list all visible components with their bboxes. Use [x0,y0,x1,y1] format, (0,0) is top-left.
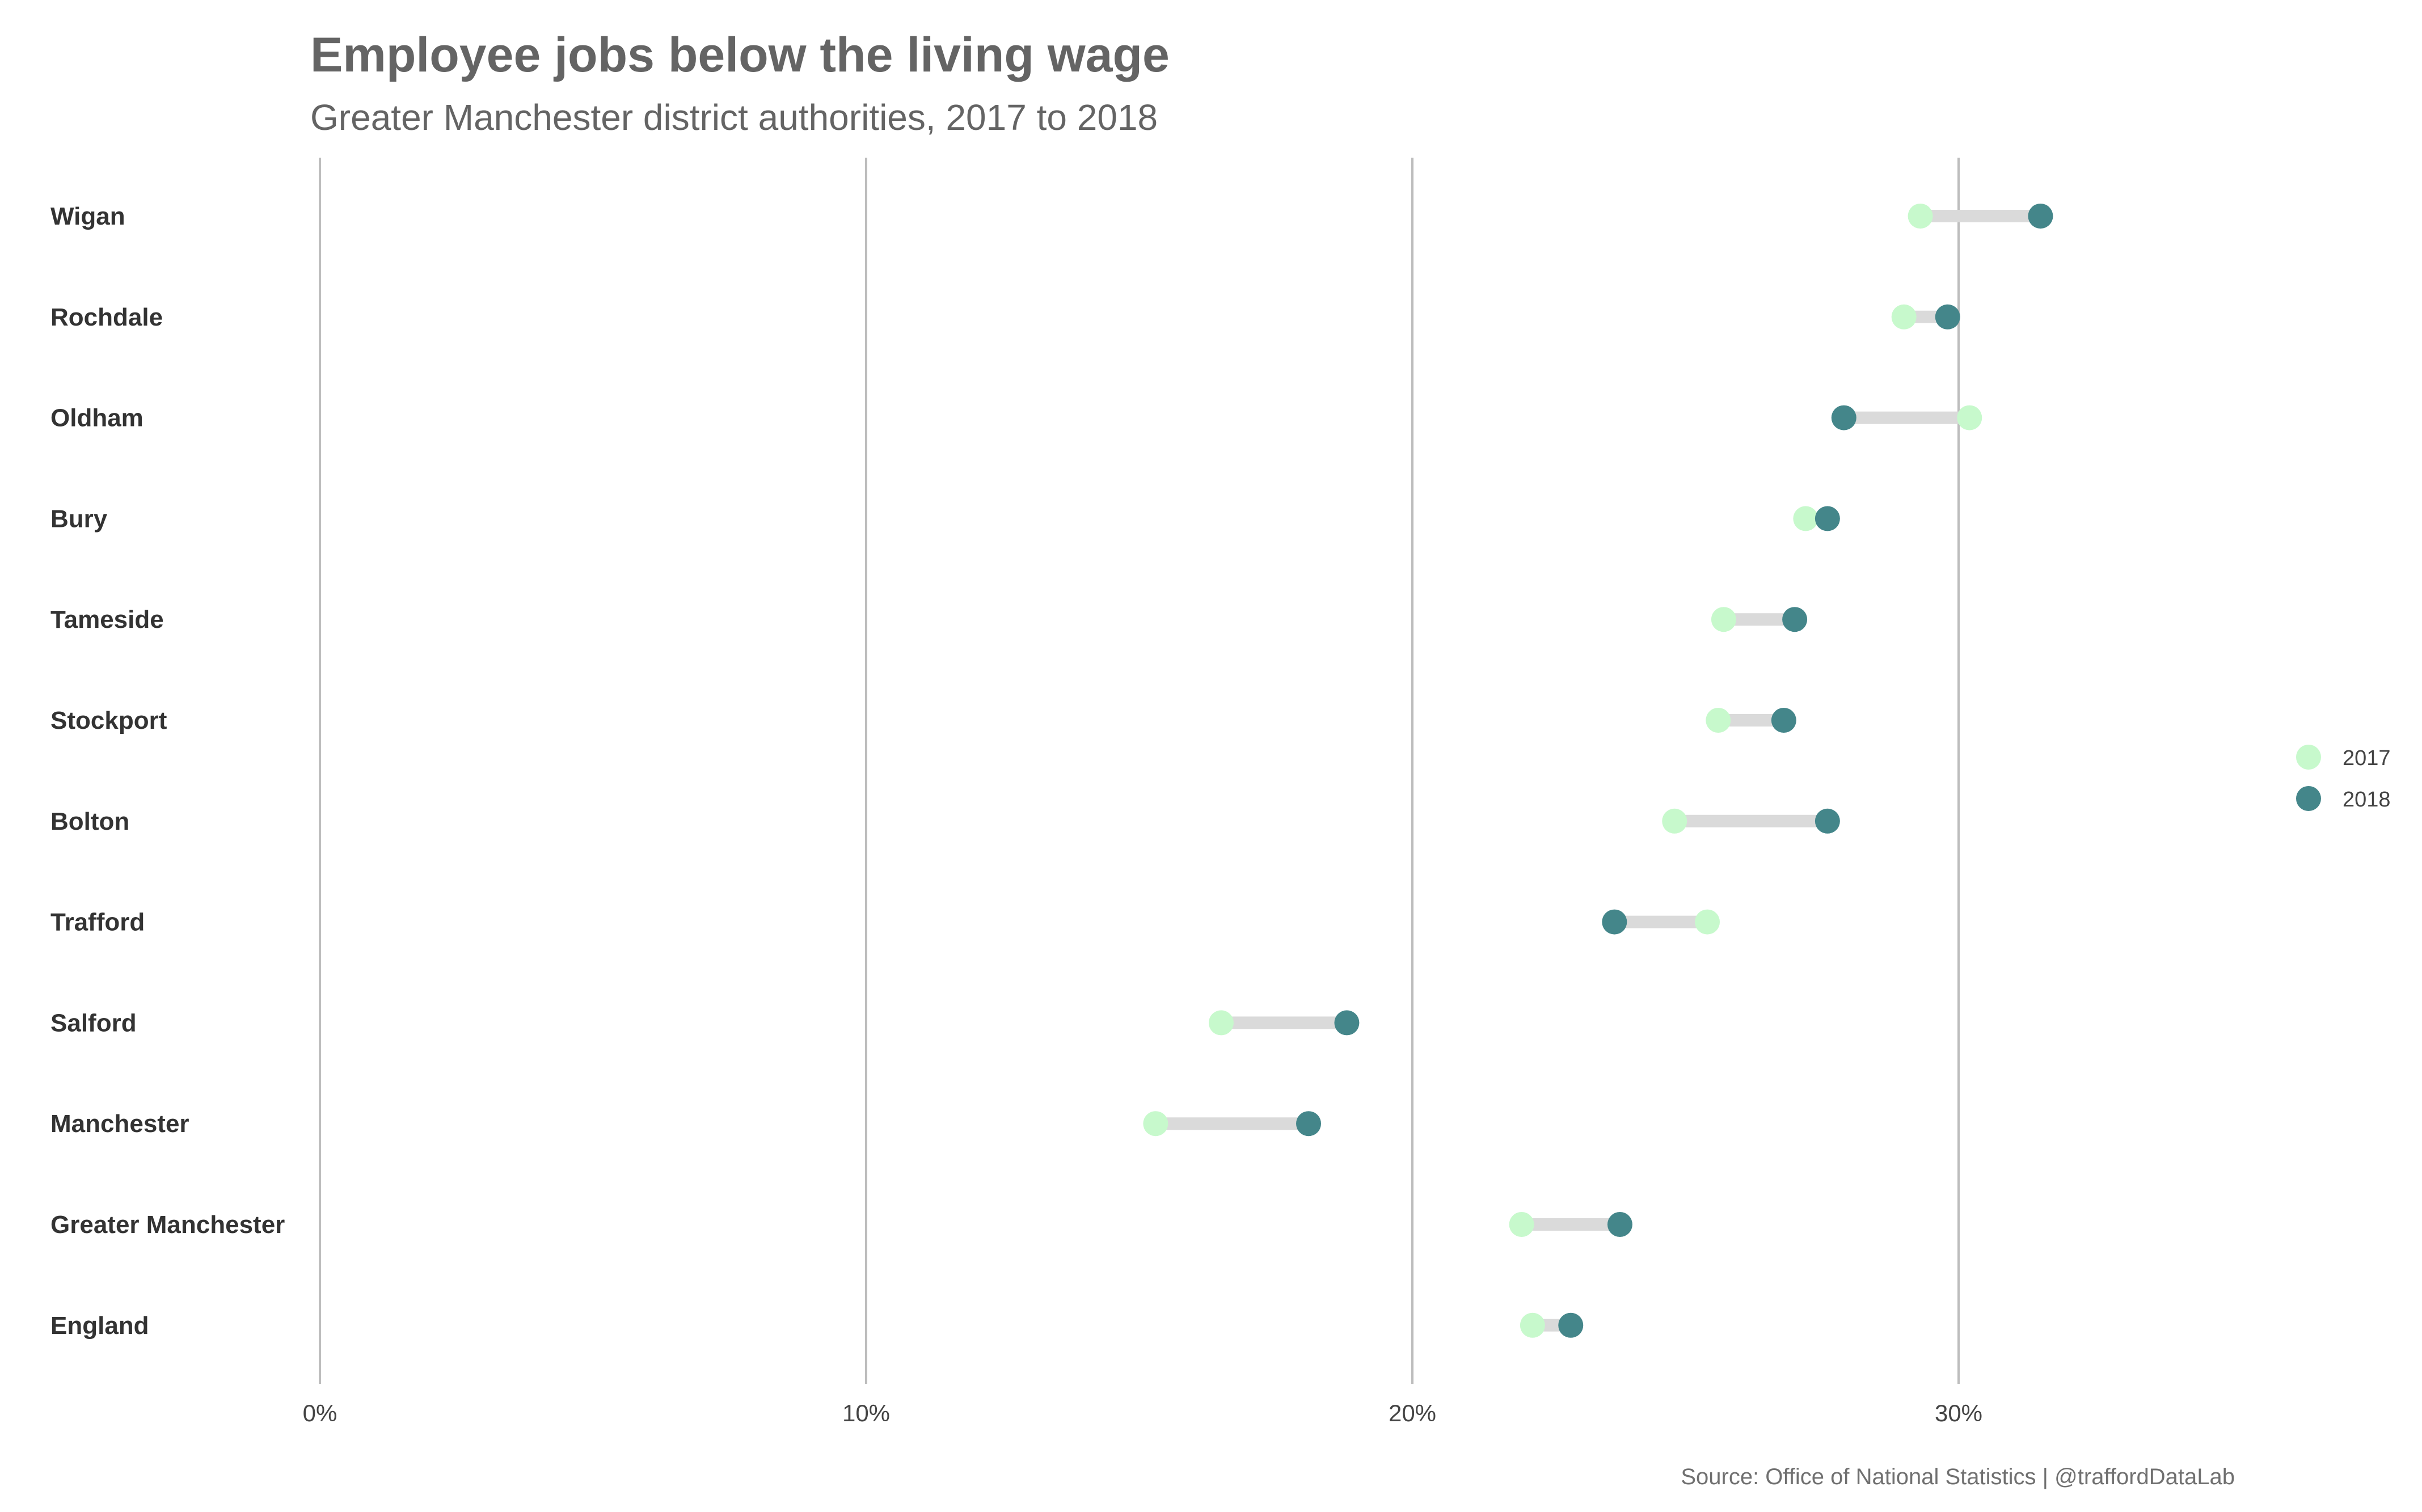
point-2017 [1706,708,1731,733]
legend-label: 2017 [2343,746,2391,770]
point-2017 [1695,909,1720,935]
category-label: Rochdale [50,303,163,331]
category-label: Oldham [50,404,144,432]
category-label: Wigan [50,202,125,230]
category-label: Trafford [50,909,145,936]
category-label: Manchester [50,1110,189,1138]
x-tick-label: 0% [303,1400,337,1426]
point-2017 [1143,1111,1168,1137]
point-2017 [1509,1212,1534,1237]
chart-subtitle: Greater Manchester district authorities,… [310,97,1158,138]
x-tick-label: 30% [1935,1400,1982,1426]
source-caption: Source: Office of National Statistics | … [1681,1464,2235,1489]
legend-label: 2018 [2343,788,2391,812]
data-marks [1143,204,2053,1338]
point-2017 [1662,808,1687,834]
grid-lines [319,158,1960,1384]
category-label: Tameside [50,606,164,633]
point-2018 [2028,204,2053,229]
chart-title: Employee jobs below the living wage [310,28,1170,82]
point-2017 [1520,1312,1545,1338]
point-2018 [1607,1212,1632,1237]
point-2018 [1815,506,1840,531]
point-2018 [1782,607,1808,632]
x-tick-label: 10% [842,1400,890,1426]
category-label: Bolton [50,808,129,835]
category-label: Bury [50,505,108,533]
category-label: Salford [50,1009,137,1037]
point-2018 [1334,1010,1360,1036]
point-2017 [1711,607,1736,632]
legend: 2017 2018 [2296,745,2391,812]
point-2018 [1558,1312,1584,1338]
x-axis-ticks: 0% 10% 20% 30% [303,1400,1982,1426]
point-2017 [1957,405,1982,430]
legend-key-2017 [2296,745,2321,770]
point-2018 [1831,405,1856,430]
point-2017 [1891,304,1917,330]
point-2017 [1208,1010,1234,1036]
point-2018 [1771,708,1796,733]
category-label: Greater Manchester [50,1211,285,1239]
point-2018 [1935,304,1960,330]
category-label: England [50,1312,149,1340]
x-tick-label: 20% [1389,1400,1436,1426]
point-2017 [1793,506,1818,531]
point-2018 [1296,1111,1322,1137]
legend-key-2018 [2296,786,2321,811]
y-axis-categories: Wigan Rochdale Oldham Bury Tameside Stockport… [50,202,285,1340]
point-2018 [1602,909,1627,935]
point-2018 [1815,808,1840,834]
category-label: Stockport [50,707,167,734]
point-2017 [1908,204,1933,229]
